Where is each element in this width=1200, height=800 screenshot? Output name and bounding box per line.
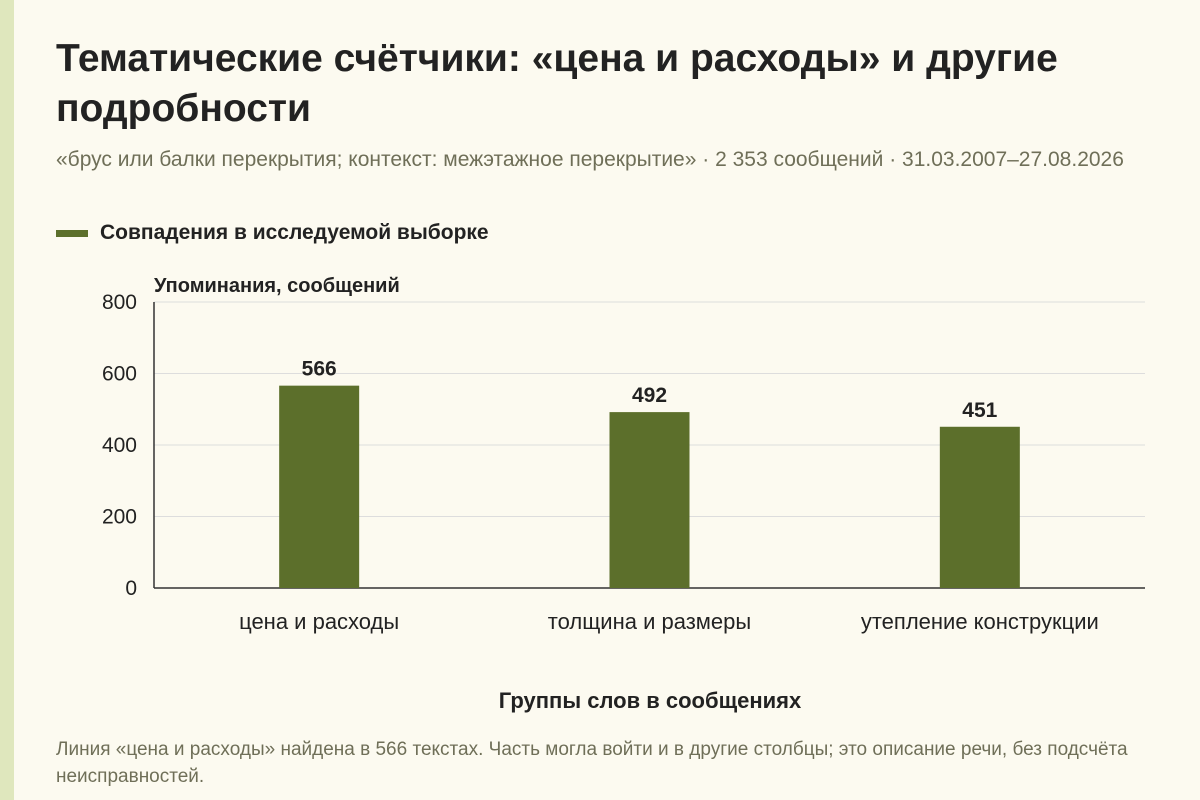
value-label: 492 — [632, 384, 667, 407]
bar — [939, 426, 1020, 588]
category-label: толщина и размеры — [548, 609, 751, 634]
value-label: 451 — [962, 399, 997, 422]
category-label: утепление конструкции — [861, 609, 1099, 634]
category-label: цена и расходы — [239, 609, 399, 634]
y-tick-label: 200 — [102, 506, 137, 529]
y-axis-title: Упоминания, сообщений — [154, 275, 400, 297]
legend-swatch — [56, 229, 88, 237]
bar — [609, 412, 690, 588]
y-tick-label: 800 — [102, 291, 137, 314]
y-tick-label: 400 — [102, 434, 137, 457]
accent-strip — [0, 0, 14, 800]
y-tick-label: 0 — [125, 577, 137, 600]
chart-subtitle: «брус или балки перекрытия; контекст: ме… — [56, 148, 1124, 171]
legend-label: Совпадения в исследуемой выборке — [100, 221, 489, 244]
bar-chart: Упоминания, сообщений Группы слов в сооб… — [102, 275, 1145, 713]
x-axis-title: Группы слов в сообщениях — [499, 688, 802, 713]
footnote: Линия «цена и расходы» найдена в 566 тек… — [56, 739, 1128, 787]
value-label: 566 — [302, 358, 337, 381]
y-tick-label: 600 — [102, 363, 137, 386]
chart-title: Тематические счётчики: «цена и расходы» … — [56, 37, 1058, 130]
legend: Совпадения в исследуемой выборке — [56, 218, 489, 248]
bar — [279, 385, 360, 588]
